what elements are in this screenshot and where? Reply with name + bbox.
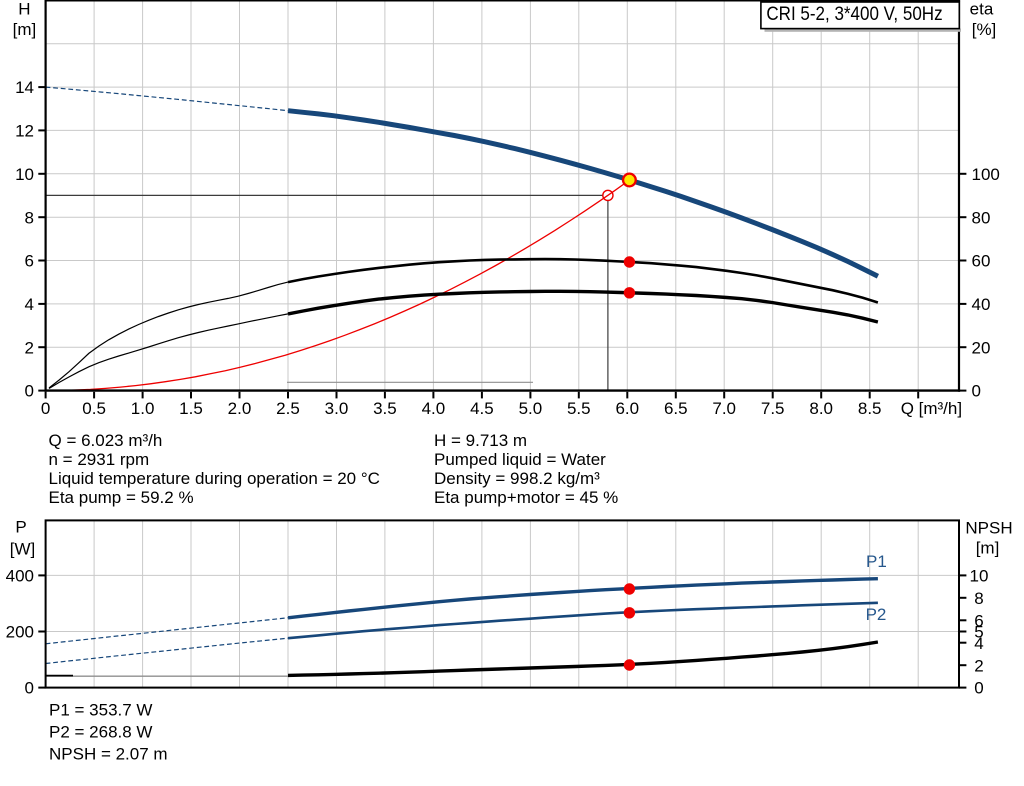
- svg-text:Pumped liquid = Water: Pumped liquid = Water: [434, 450, 606, 469]
- svg-text:8: 8: [974, 589, 983, 608]
- svg-text:[m]: [m]: [976, 539, 1000, 558]
- svg-text:2.0: 2.0: [228, 399, 252, 418]
- svg-text:2.5: 2.5: [276, 399, 300, 418]
- svg-text:P1: P1: [866, 552, 887, 571]
- svg-text:0.5: 0.5: [82, 399, 106, 418]
- svg-text:10: 10: [970, 567, 989, 586]
- svg-text:2: 2: [974, 656, 983, 675]
- svg-text:n = 2931 rpm: n = 2931 rpm: [49, 450, 150, 469]
- svg-text:[%]: [%]: [972, 20, 997, 39]
- svg-text:3.0: 3.0: [325, 399, 349, 418]
- svg-text:20: 20: [972, 338, 991, 357]
- svg-text:5.0: 5.0: [519, 399, 543, 418]
- svg-text:8: 8: [25, 208, 34, 227]
- svg-text:5.5: 5.5: [567, 399, 591, 418]
- svg-text:Liquid temperature during oper: Liquid temperature during operation = 20…: [49, 469, 380, 488]
- svg-text:[W]: [W]: [10, 540, 36, 559]
- svg-text:100: 100: [972, 165, 1000, 184]
- svg-text:Density = 998.2 kg/m³: Density = 998.2 kg/m³: [434, 469, 600, 488]
- svg-text:eta: eta: [970, 0, 994, 19]
- svg-text:CRI 5-2, 3*400 V, 50Hz: CRI 5-2, 3*400 V, 50Hz: [766, 4, 942, 25]
- svg-text:80: 80: [972, 208, 991, 227]
- svg-text:3.5: 3.5: [373, 399, 397, 418]
- svg-text:2: 2: [25, 338, 34, 357]
- svg-text:P1 = 353.7 W: P1 = 353.7 W: [49, 700, 152, 719]
- svg-text:0: 0: [25, 382, 34, 401]
- svg-text:6: 6: [25, 252, 34, 271]
- svg-text:200: 200: [6, 623, 34, 642]
- svg-text:Q [m³/h]: Q [m³/h]: [901, 399, 962, 418]
- svg-text:7.0: 7.0: [712, 399, 736, 418]
- svg-text:4: 4: [974, 634, 983, 653]
- svg-text:8.0: 8.0: [809, 399, 833, 418]
- svg-text:8.5: 8.5: [858, 399, 882, 418]
- svg-text:NPSH = 2.07 m: NPSH = 2.07 m: [49, 744, 168, 763]
- svg-text:40: 40: [972, 295, 991, 314]
- svg-text:14: 14: [15, 78, 34, 97]
- svg-text:Q = 6.023 m³/h: Q = 6.023 m³/h: [49, 431, 163, 450]
- svg-text:4: 4: [25, 295, 34, 314]
- svg-text:4.5: 4.5: [470, 399, 494, 418]
- svg-text:7.5: 7.5: [761, 399, 785, 418]
- svg-text:P: P: [15, 518, 26, 537]
- svg-text:0: 0: [25, 679, 34, 698]
- svg-text:0: 0: [972, 382, 981, 401]
- svg-text:[m]: [m]: [13, 20, 37, 39]
- svg-text:12: 12: [15, 122, 34, 141]
- svg-text:Eta pump = 59.2 %: Eta pump = 59.2 %: [49, 488, 194, 507]
- svg-text:60: 60: [972, 252, 991, 271]
- svg-text:0: 0: [41, 399, 50, 418]
- svg-text:10: 10: [15, 165, 34, 184]
- svg-text:6.5: 6.5: [664, 399, 688, 418]
- svg-text:H: H: [18, 0, 30, 19]
- svg-text:NPSH: NPSH: [965, 519, 1012, 538]
- svg-text:0: 0: [974, 679, 983, 698]
- svg-text:4.0: 4.0: [422, 399, 446, 418]
- svg-text:1.5: 1.5: [179, 399, 203, 418]
- svg-text:1.0: 1.0: [131, 399, 155, 418]
- svg-text:P2: P2: [866, 605, 887, 624]
- svg-text:6.0: 6.0: [615, 399, 639, 418]
- svg-text:400: 400: [6, 567, 34, 586]
- svg-text:H = 9.713 m: H = 9.713 m: [434, 431, 527, 450]
- svg-text:6: 6: [974, 611, 983, 630]
- svg-text:P2 = 268.8 W: P2 = 268.8 W: [49, 723, 152, 742]
- svg-text:Eta pump+motor = 45 %: Eta pump+motor = 45 %: [434, 488, 618, 507]
- svg-text:5: 5: [974, 623, 983, 642]
